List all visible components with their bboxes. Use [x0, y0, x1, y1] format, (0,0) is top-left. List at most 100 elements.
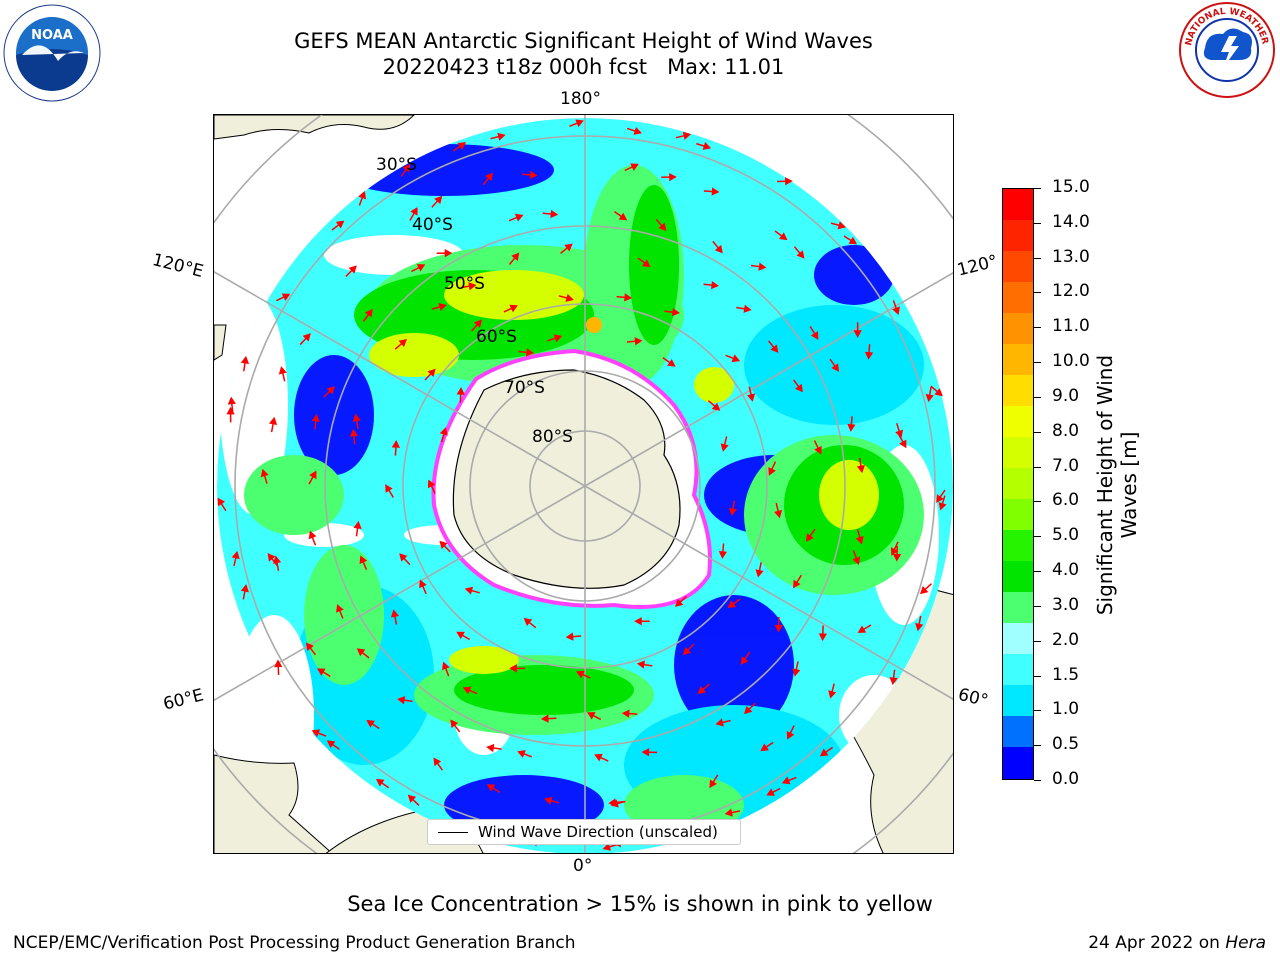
wind-arrow-head [938, 502, 947, 511]
colorbar-tick-label: 9.0 [1052, 385, 1080, 406]
wind-arrow-head [892, 553, 902, 562]
wind-arrow-head [658, 222, 667, 232]
lon-label-right-upper: 120° [955, 251, 1000, 281]
wind-arrow-head [718, 551, 728, 559]
polar-map-svg: 30°S 40°S 50°S 60°S 70°S 80°S [214, 115, 953, 853]
wind-arrow-head [634, 337, 643, 346]
wind-arrow-head [397, 696, 406, 705]
colorbar-tick-label: 13.0 [1052, 246, 1090, 267]
wind-arrow-head [766, 788, 775, 796]
wind-arrow-head [837, 221, 846, 230]
land-south-america [214, 115, 415, 140]
legend-line-icon [438, 832, 468, 833]
wind-arrow-head [760, 743, 769, 752]
lat-label-30s: 30°S [376, 155, 417, 175]
wind-arrow-head [375, 778, 385, 787]
wind-arrow-head [711, 402, 721, 411]
colorbar-swatch [1003, 406, 1033, 438]
wind-arrow-head [671, 307, 680, 317]
wind-arrow-head [439, 427, 448, 436]
wind-arrow-head [934, 388, 943, 397]
wind-arrow-head [796, 250, 805, 259]
wind-arrow-head [720, 443, 729, 452]
wind-arrow-head [792, 668, 801, 677]
wind-arrow-head [697, 685, 706, 695]
colorbar-swatch [1003, 189, 1033, 221]
polar-map: 30°S 40°S 50°S 60°S 70°S 80°S [213, 114, 954, 854]
wind-arrow-head [728, 507, 738, 517]
wind-arrow-head [724, 808, 733, 817]
colorbar-tick-mark [1034, 536, 1041, 538]
wind-arrow-head [391, 440, 400, 448]
wind-arrow-head [281, 293, 291, 301]
colorbar-swatch [1003, 592, 1033, 624]
land-africa-corner [214, 754, 333, 853]
wind-arrow-head [727, 600, 737, 608]
wind-arrow-head [526, 348, 535, 357]
wind-arrow-head [390, 609, 400, 618]
colorbar-swatch [1003, 623, 1033, 655]
wind-arrow-head [544, 796, 553, 805]
wind-arrow-head [889, 677, 898, 686]
colorbar [1002, 188, 1034, 780]
wind-arrow-head [864, 351, 874, 360]
colorbar-tick-mark [1034, 640, 1041, 642]
wind-arrow-head [784, 177, 793, 186]
wind-arrow-head [486, 784, 496, 792]
colorbar-tick-label: 15.0 [1052, 177, 1090, 197]
wind-arrow-head [768, 467, 776, 476]
colorbar-tick-label: 8.0 [1052, 420, 1080, 441]
colorbar-tick-mark [1034, 396, 1041, 398]
wind-arrow-head [311, 729, 321, 738]
wind-arrow-head [702, 142, 712, 150]
colorbar-swatch [1003, 654, 1033, 686]
wind-arrow-head [441, 661, 450, 671]
wind-arrow-head [828, 690, 837, 699]
colorbar-tick-mark [1034, 605, 1041, 607]
wind-arrow-head [349, 428, 359, 437]
wind-arrow-head [892, 306, 900, 316]
wind-arrow-head [594, 753, 603, 762]
wind-arrow-head [456, 387, 465, 395]
wind-arrow-head [217, 497, 226, 507]
colorbar-swatch [1003, 344, 1033, 376]
wind-arrow-head [364, 308, 373, 318]
wind-arrow-head [711, 187, 720, 196]
wind-arrow-head [682, 131, 692, 140]
wind-arrow-head [618, 212, 628, 221]
wind-arrow-head [550, 209, 559, 219]
wind-arrow-head [309, 470, 317, 480]
wind-arrow-head [410, 206, 418, 216]
wind-arrow-head [624, 293, 633, 302]
land-australia-west [214, 324, 227, 361]
colorbar-tick-label: 4.0 [1052, 560, 1080, 581]
colorbar-label: Significant Height of Wind Waves [m] [1093, 354, 1141, 616]
footer-credit: NCEP/EMC/Verification Post Processing Pr… [13, 933, 576, 953]
footer-host: Hera [1225, 933, 1266, 953]
lat-label-80s: 80°S [532, 427, 573, 447]
wind-arrow-head [353, 520, 362, 529]
wind-arrow-head [457, 142, 467, 150]
colorbar-tick-mark [1034, 362, 1041, 364]
colorbar-tick-label: 7.0 [1052, 455, 1080, 476]
wind-arrow-head [743, 705, 753, 715]
colorbar-tick-label: 14.0 [1052, 211, 1090, 232]
wind-arrow-head [682, 646, 692, 656]
wind-arrow-head [486, 743, 495, 753]
wind-arrow-head [810, 331, 819, 340]
colorbar-tick-mark [1034, 222, 1041, 224]
wind-wave-arrows [217, 119, 947, 851]
colorbar-tick-mark [1034, 780, 1041, 781]
wind-arrow-head [356, 648, 366, 657]
colorbar-tick-label: 3.0 [1052, 594, 1080, 615]
colorbar-swatch [1003, 499, 1033, 531]
colorbar-tick-mark [1034, 466, 1041, 468]
wind-arrow-head [517, 750, 526, 758]
wind-arrow-head [936, 494, 944, 503]
antarctica [452, 369, 681, 589]
wind-arrow-head [407, 794, 417, 803]
colorbar-swatch [1003, 313, 1033, 345]
lat-label-60s: 60°S [476, 327, 517, 347]
wind-arrow-head [302, 333, 311, 342]
wind-arrow-head [514, 213, 524, 222]
